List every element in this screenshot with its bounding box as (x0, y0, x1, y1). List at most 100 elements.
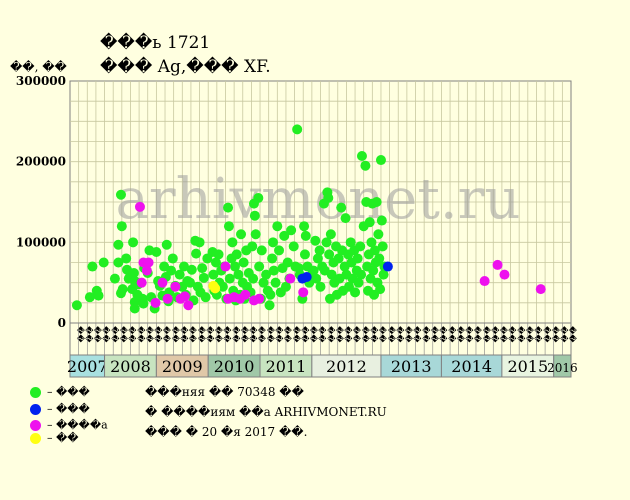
magenta-data-point (134, 201, 145, 212)
green-data-point (186, 264, 197, 275)
green-data-point (282, 257, 293, 268)
green-data-point (279, 230, 290, 241)
green-data-point (98, 257, 109, 268)
month-label: �� (119, 326, 129, 343)
magenta-data-point (220, 261, 231, 272)
green-data-point (340, 213, 351, 224)
blue-data-point (382, 261, 393, 272)
green-data-point (71, 300, 82, 311)
green-data-point (355, 241, 366, 252)
green-dot-icon (30, 386, 41, 398)
green-data-point (223, 202, 234, 213)
month-label: �� (309, 326, 319, 343)
magenta-data-point (298, 287, 309, 298)
green-data-point (324, 249, 335, 260)
month-label: �� (352, 326, 362, 343)
green-data-point (352, 253, 363, 264)
year-label: 2013 (391, 357, 432, 376)
magenta-data-point (143, 257, 154, 268)
month-label: �� (343, 326, 353, 343)
month-label: �� (300, 326, 310, 343)
month-label: �� (490, 326, 500, 343)
green-data-point (167, 253, 178, 264)
green-data-point (84, 292, 95, 303)
month-label: �� (516, 326, 526, 343)
month-label: �� (127, 326, 137, 343)
date-note: ��� � 20 �я 2017 ��. (145, 425, 308, 439)
month-label: �� (317, 326, 327, 343)
month-label: �� (153, 326, 163, 343)
green-data-point (128, 237, 139, 248)
green-data-point (374, 253, 385, 264)
month-label: �� (421, 326, 431, 343)
green-data-point (360, 160, 371, 171)
year-label: 2010 (214, 357, 255, 376)
green-data-point (200, 292, 211, 303)
green-data-point (326, 269, 337, 280)
green-data-point (325, 229, 336, 240)
magenta-data-point (170, 281, 181, 292)
year-cell-2016 (553, 354, 572, 378)
year-label: 2015 (507, 357, 548, 376)
month-label: �� (386, 326, 396, 343)
year-label: 2011 (266, 357, 307, 376)
green-data-point (231, 249, 242, 260)
month-label: �� (481, 326, 491, 343)
month-label: �� (524, 326, 534, 343)
month-label: �� (429, 326, 439, 343)
legend-item-green: – ��� (30, 385, 90, 399)
month-label: �� (369, 326, 379, 343)
green-data-point (369, 245, 380, 256)
y-tick-label: 300000 (16, 74, 66, 88)
green-data-point (350, 287, 361, 298)
magenta-data-point (183, 300, 194, 311)
green-data-point (376, 215, 387, 226)
magenta-data-point (240, 289, 251, 300)
green-data-point (300, 230, 311, 241)
month-label: �� (378, 326, 388, 343)
green-data-point (223, 221, 234, 232)
green-data-point (115, 288, 126, 299)
legend-item-blue: – ��� (30, 402, 90, 416)
green-data-point (198, 272, 209, 283)
green-data-point (267, 253, 278, 264)
green-data-point (333, 253, 344, 264)
year-label: 2012 (326, 357, 367, 376)
green-data-point (185, 277, 196, 288)
month-label: �� (84, 326, 94, 343)
month-label: �� (205, 326, 215, 343)
green-data-point (321, 237, 332, 248)
green-data-point (248, 273, 259, 284)
green-data-point (233, 269, 244, 280)
month-label: �� (412, 326, 422, 343)
green-data-point (115, 189, 126, 200)
y-tick-label: 200000 (16, 155, 66, 169)
magenta-data-point (285, 273, 296, 284)
green-data-point (264, 300, 275, 311)
green-data-point (161, 239, 172, 250)
green-data-point (227, 237, 238, 248)
green-data-point (253, 192, 264, 203)
year-label: 2008 (110, 357, 151, 376)
green-data-point (194, 237, 205, 248)
green-data-point (191, 248, 202, 259)
green-data-point (113, 257, 124, 268)
green-data-point (268, 265, 279, 276)
green-data-point (375, 155, 386, 166)
magenta-data-point (535, 284, 546, 295)
green-data-point (311, 273, 322, 284)
month-label: �� (447, 326, 457, 343)
green-data-point (378, 269, 389, 280)
green-data-point (345, 237, 356, 248)
month-label: �� (101, 326, 111, 343)
green-data-point (270, 277, 281, 288)
green-data-point (217, 281, 228, 292)
month-label: �� (395, 326, 405, 343)
magenta-data-point (254, 293, 265, 304)
green-data-point (261, 269, 272, 280)
green-data-point (299, 249, 310, 260)
green-data-point (179, 261, 190, 272)
month-label: �� (136, 326, 146, 343)
green-data-point (265, 289, 276, 300)
